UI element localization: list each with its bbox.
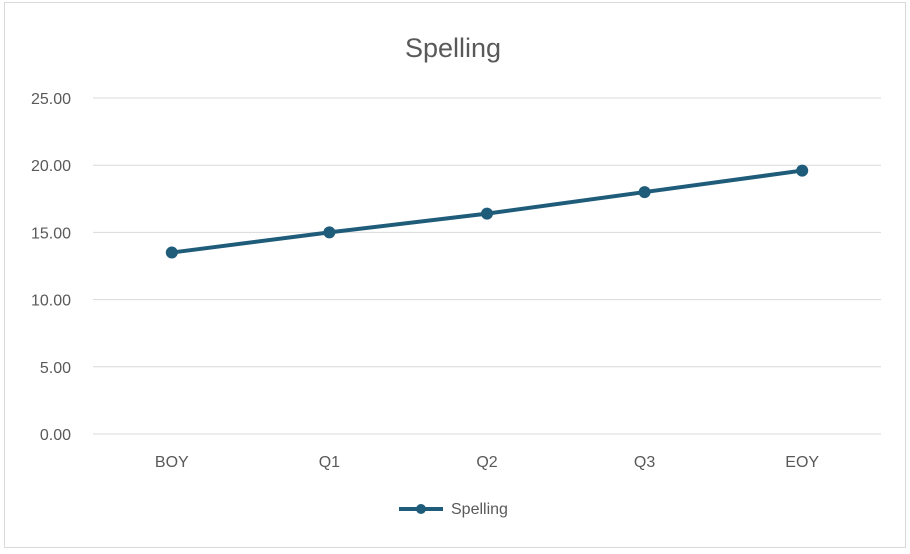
data-point — [796, 164, 809, 177]
y-tick-label: 25.00 — [31, 91, 71, 108]
x-tick-label: Q2 — [476, 454, 497, 471]
x-tick-label: Q1 — [319, 454, 340, 471]
legend: Spelling — [399, 501, 508, 518]
y-tick-label: 5.00 — [40, 360, 71, 377]
y-tick-label: 20.00 — [31, 158, 71, 175]
legend-point-marker — [416, 504, 426, 514]
data-point — [638, 186, 651, 199]
data-point — [165, 246, 178, 259]
gridlines — [93, 97, 881, 435]
data-point — [481, 207, 493, 220]
line-chart: Spelling 0.00 5.00 10.00 15.00 20.00 25.00 BO… — [31, 33, 881, 518]
y-axis-tick-labels: 0.00 5.00 10.00 15.00 20.00 25.00 — [31, 91, 71, 444]
x-axis-tick-labels: BOY Q1 Q2 Q3 EOY — [155, 454, 820, 471]
x-tick-label: Q3 — [634, 454, 655, 471]
data-point — [323, 226, 336, 239]
chart-title: Spelling — [405, 33, 501, 63]
x-tick-label: BOY — [155, 454, 189, 471]
x-tick-label: EOY — [785, 454, 819, 471]
y-tick-label: 10.00 — [31, 293, 71, 310]
chart-container: Spelling 0.00 5.00 10.00 15.00 20.00 25.00 BO… — [4, 2, 906, 548]
y-tick-label: 0.00 — [40, 427, 71, 444]
y-tick-label: 15.00 — [31, 225, 71, 242]
series-layer — [165, 164, 809, 259]
legend-label: Spelling — [451, 501, 508, 518]
